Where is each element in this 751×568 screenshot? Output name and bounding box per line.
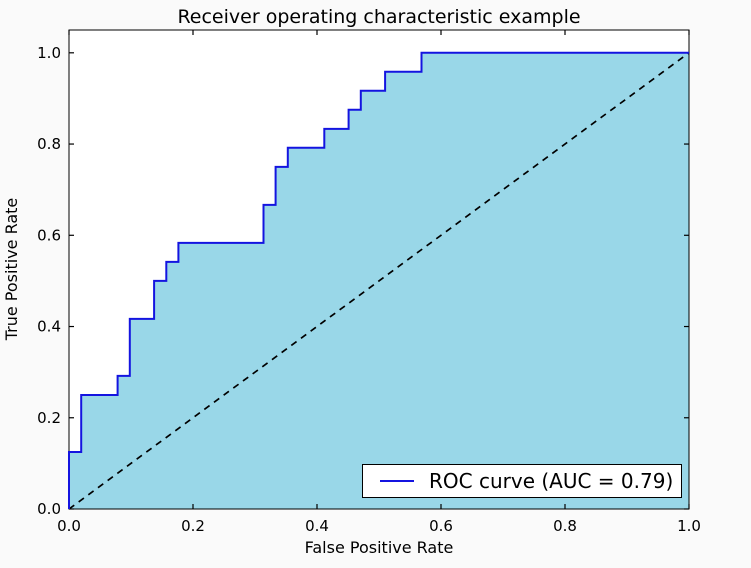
legend-label: ROC curve (AUC = 0.79): [429, 469, 673, 493]
legend-box: [362, 464, 682, 498]
chance-line: [68, 52, 690, 510]
y-tick-label: 0.2: [37, 409, 61, 427]
x-tick-label: 0.8: [553, 517, 577, 535]
y-tick-label: 1.0: [37, 44, 61, 62]
y-tick-label: 0.6: [37, 226, 61, 244]
y-tick-labels: 0.0 0.2 0.4 0.6 0.8 1.0: [37, 44, 61, 518]
x-tick-label: 0.0: [57, 517, 81, 535]
plot-spines: [68, 29, 690, 510]
y-axis-label: True Positive Rate: [2, 198, 21, 342]
x-tick-label: 0.4: [305, 517, 329, 535]
x-tick-label: 0.2: [181, 517, 205, 535]
legend: ROC curve (AUC = 0.79): [362, 464, 682, 498]
y-tick-label: 0.0: [37, 500, 61, 518]
chart-title: Receiver operating characteristic exampl…: [177, 6, 580, 28]
x-tick-label: 1.0: [677, 517, 701, 535]
x-tick-label: 0.6: [429, 517, 453, 535]
y-tick-label: 0.8: [37, 135, 61, 153]
chance-line-layer: [68, 52, 690, 510]
roc-curve-line: [68, 51, 689, 509]
x-axis-label: False Positive Rate: [305, 538, 454, 557]
x-tick-labels: 0.0 0.2 0.4 0.6 0.8 1.0: [57, 517, 701, 535]
roc-curve-layer: [68, 51, 689, 509]
axes-layer: [68, 29, 690, 510]
y-tick-label: 0.4: [37, 318, 61, 336]
